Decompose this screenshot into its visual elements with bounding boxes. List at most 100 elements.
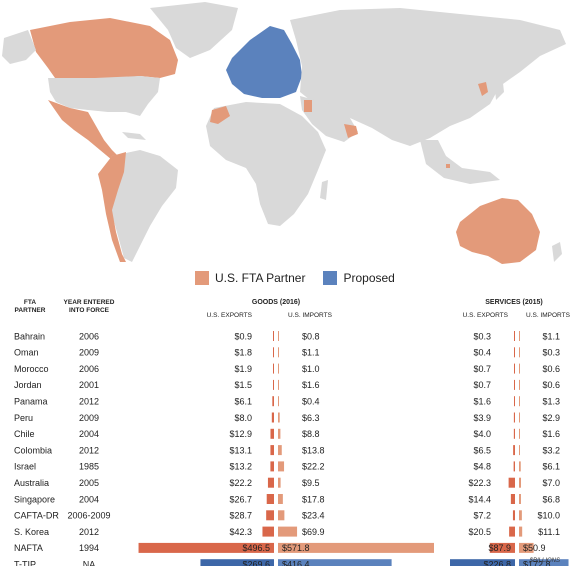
goods-export-bar	[270, 445, 274, 456]
services-import-bar	[519, 461, 521, 472]
goods-import-bar	[278, 494, 283, 504]
goods-export-label: $0.9	[234, 331, 252, 341]
services-export-bar	[513, 461, 515, 472]
goods-import-bar	[278, 477, 281, 488]
services-import-bar	[519, 445, 520, 456]
year-cell: 2004	[79, 494, 99, 504]
goods-import-label: $22.2	[302, 462, 325, 472]
services-import-label: $6.1	[542, 462, 560, 472]
services-import-bar	[519, 542, 534, 553]
goods-export-bar	[266, 494, 274, 504]
services-export-label: $4.8	[473, 462, 491, 472]
services-export-bar	[513, 428, 515, 439]
legend: U.S. FTA Partner Proposed	[195, 271, 413, 285]
goods-import-bar	[278, 379, 279, 390]
year-cell: 2006	[79, 331, 99, 341]
southeast-asia-shape	[420, 140, 500, 184]
japan-shape	[494, 74, 504, 100]
legend-item-fta: U.S. FTA Partner	[195, 271, 305, 285]
goods-exports-header: U.S. EXPORTS	[207, 312, 253, 319]
canada-shape	[30, 18, 178, 78]
goods-import-bar	[278, 428, 281, 439]
services-export-label: $14.4	[468, 494, 491, 504]
caribbean-shape	[122, 132, 146, 140]
goods-export-bar	[273, 347, 274, 358]
goods-import-bar	[278, 396, 279, 407]
year-cell: 1994	[79, 543, 99, 553]
services-export-label: $0.7	[473, 364, 491, 374]
morocco-shape	[210, 106, 230, 124]
services-import-label: $10.0	[537, 511, 560, 521]
year-cell: 2009	[79, 413, 99, 423]
year-cell: 2004	[79, 429, 99, 439]
goods-header: GOODS (2016)	[252, 299, 300, 306]
services-import-bar	[519, 477, 522, 488]
partner-cell: T-TIP	[14, 560, 36, 566]
services-export-label: $0.7	[473, 380, 491, 390]
goods-export-label: $42.3	[229, 527, 252, 537]
partner-cell: Panama	[14, 397, 48, 407]
goods-export-bar	[267, 477, 274, 488]
year-header-line2: INTO FORCE	[69, 307, 110, 314]
goods-export-label: $496.5	[242, 543, 270, 553]
goods-import-label: $0.4	[302, 397, 320, 407]
goods-import-label: $17.8	[302, 494, 325, 504]
proposed-swatch	[323, 271, 338, 285]
goods-export-label: $1.5	[234, 380, 252, 390]
services-export-label: $22.3	[468, 478, 491, 488]
europe-shape	[226, 26, 302, 98]
goods-export-bar	[266, 510, 274, 521]
year-cell: 2009	[79, 348, 99, 358]
services-export-bar	[514, 379, 515, 390]
goods-import-label: $1.1	[302, 348, 320, 358]
services-export-bar	[514, 363, 515, 374]
services-export-bar	[514, 396, 515, 407]
goods-export-bar	[273, 379, 274, 390]
goods-import-bar	[278, 526, 298, 537]
goods-export-label: $8.0	[234, 413, 252, 423]
partner-cell: Singapore	[14, 494, 55, 504]
services-export-label: $0.3	[473, 331, 491, 341]
asia-shape	[290, 8, 566, 146]
fta-swatch	[195, 271, 209, 285]
goods-export-bar	[273, 363, 274, 374]
services-import-label: $1.6	[542, 429, 560, 439]
goods-import-label: $8.8	[302, 429, 320, 439]
singapore-shape	[446, 164, 450, 168]
goods-export-bar	[271, 412, 274, 423]
services-import-bar	[519, 396, 520, 407]
services-export-label: $6.5	[473, 445, 491, 455]
services-export-bar	[514, 331, 515, 341]
services-import-label: $0.6	[542, 364, 560, 374]
partner-cell: CAFTA-DR	[14, 511, 59, 521]
services-import-label: $50.9	[523, 543, 546, 553]
goods-export-label: $22.2	[229, 478, 252, 488]
services-export-bar	[512, 510, 515, 521]
goods-export-label: $1.9	[234, 364, 252, 374]
goods-import-bar	[278, 445, 282, 456]
goods-export-bar	[138, 542, 274, 553]
proposed-label: Proposed	[343, 271, 395, 285]
goods-import-bar	[278, 331, 279, 341]
year-header-line1: YEAR ENTERED	[64, 299, 115, 306]
services-import-label: $7.0	[542, 478, 560, 488]
fta-label: U.S. FTA Partner	[215, 271, 306, 285]
services-import-bar	[519, 331, 520, 341]
partner-cell: Colombia	[14, 445, 52, 455]
partner-cell: S. Korea	[14, 527, 49, 537]
middle-east-shape	[300, 96, 358, 142]
year-cell: 2012	[79, 445, 99, 455]
services-import-bar	[519, 526, 523, 537]
andes-fta-shape	[98, 152, 126, 262]
services-export-bar	[489, 542, 515, 553]
services-exports-header: U.S. EXPORTS	[463, 312, 509, 319]
sub-headers: U.S. EXPORTS U.S. IMPORTS U.S. EXPORTS U…	[207, 312, 571, 319]
madagascar-shape	[320, 180, 328, 200]
goods-import-label: $1.6	[302, 380, 320, 390]
goods-import-bar	[278, 542, 434, 553]
services-import-bar	[519, 510, 522, 521]
services-import-label: $172.8	[523, 560, 551, 566]
services-export-label: $20.5	[468, 527, 491, 537]
partner-cell: Oman	[14, 348, 39, 358]
partner-header-line2: PARTNER	[15, 307, 46, 314]
